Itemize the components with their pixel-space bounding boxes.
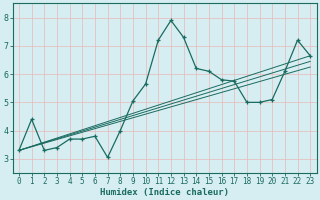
X-axis label: Humidex (Indice chaleur): Humidex (Indice chaleur) (100, 188, 229, 197)
